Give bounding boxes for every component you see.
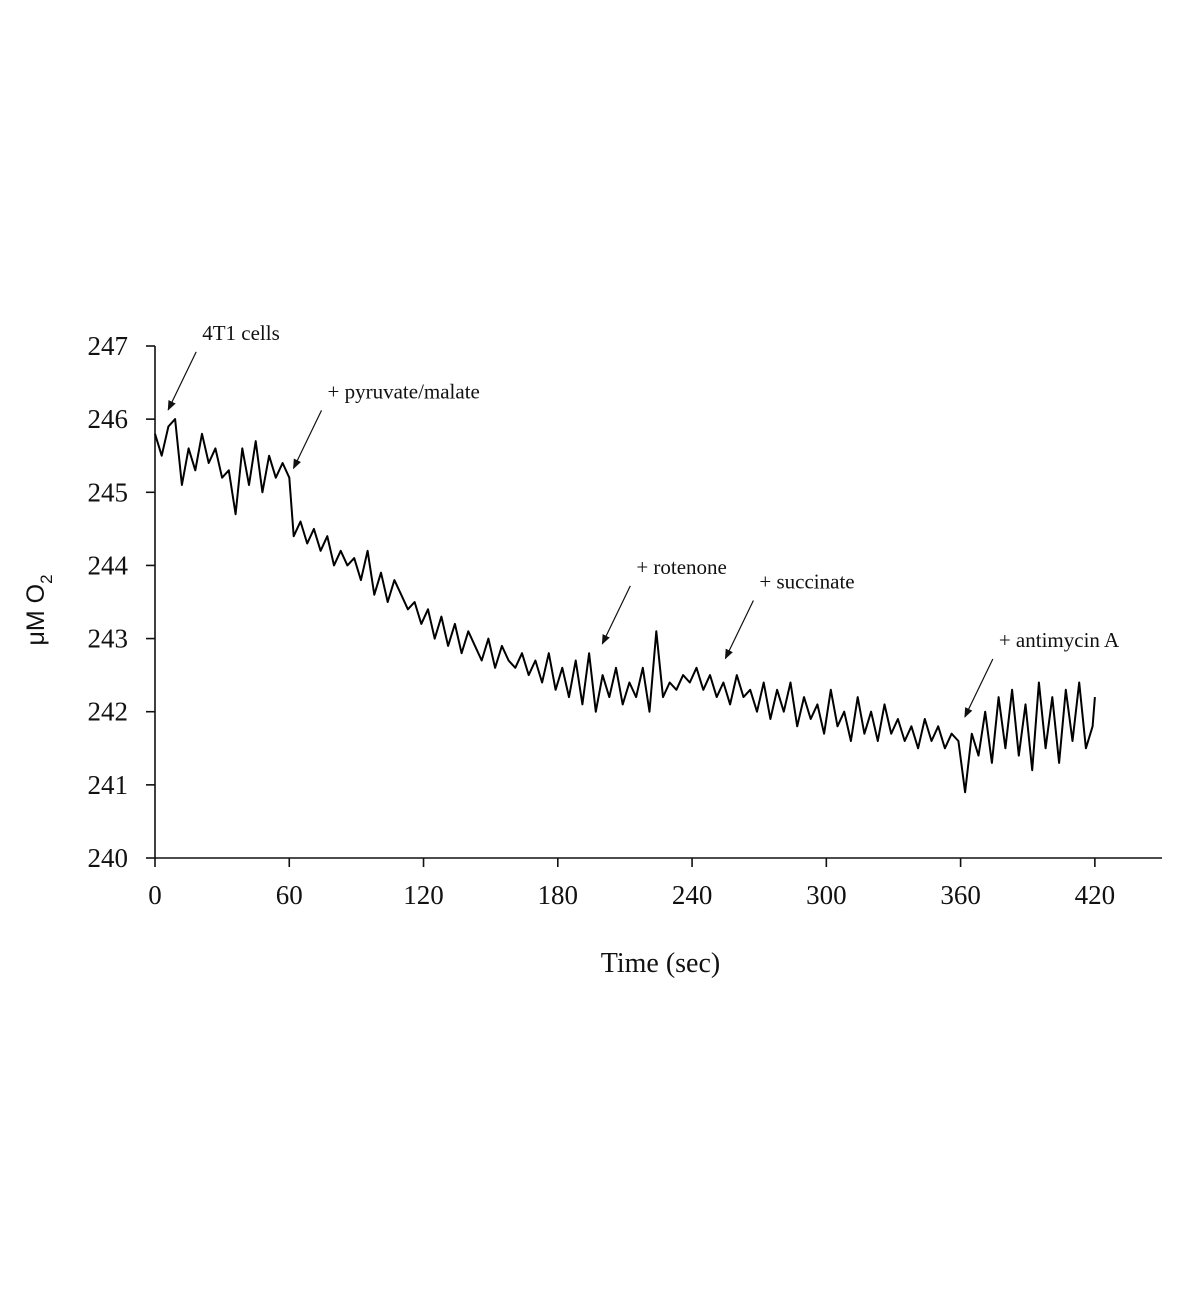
y-tick-label: 240	[88, 843, 129, 873]
y-tick-label: 244	[88, 550, 129, 580]
annotation-arrow	[167, 351, 197, 411]
x-tick-label: 420	[1075, 880, 1116, 910]
x-tick-label: 180	[538, 880, 579, 910]
annotation-label: + pyruvate/malate	[328, 379, 480, 403]
annotation-label: + antimycin A	[999, 628, 1120, 652]
y-axis-title: μM O2	[22, 574, 56, 645]
annotation-arrow	[964, 658, 994, 718]
y-tick-label: 243	[88, 624, 129, 654]
y-axis-title-main: μM O	[22, 584, 50, 646]
x-tick-label: 120	[403, 880, 444, 910]
annotation-label: 4T1 cells	[202, 321, 280, 345]
annotation-arrow	[724, 600, 754, 660]
y-tick-label: 245	[88, 477, 129, 507]
x-tick-label: 60	[276, 880, 303, 910]
y-tick-label: 247	[88, 331, 129, 361]
y-axis-title-subscript: 2	[37, 574, 56, 583]
y-tick-label: 242	[88, 697, 129, 727]
annotation-arrow	[601, 585, 631, 645]
x-axis-title: Time (sec)	[601, 948, 721, 979]
annotation-label: + succinate	[759, 570, 854, 594]
x-tick-label: 0	[148, 880, 162, 910]
x-tick-label: 360	[940, 880, 981, 910]
y-tick-label: 241	[88, 770, 129, 800]
y-tick-label: 246	[88, 404, 129, 434]
oxygen-trace-line	[154, 418, 1096, 794]
annotation-label: + rotenone	[636, 555, 727, 579]
x-tick-label: 300	[806, 880, 847, 910]
annotation-arrow	[292, 410, 323, 470]
x-tick-label: 240	[672, 880, 713, 910]
